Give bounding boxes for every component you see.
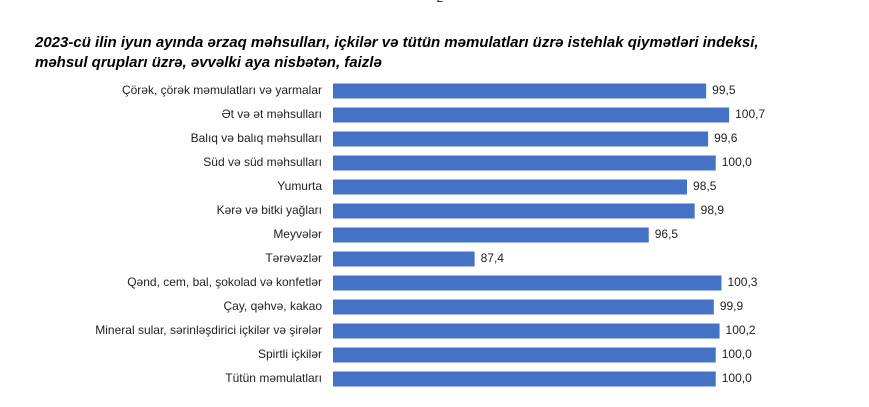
value-label: 96,5 — [655, 227, 679, 241]
value-label: 100,0 — [722, 155, 752, 169]
page-number: 2 — [437, 0, 444, 5]
category-label: Ət və ət məhsulları — [222, 107, 322, 121]
value-label: 99,9 — [720, 299, 744, 313]
bar — [333, 203, 695, 219]
category-label: Çay, qəhvə, kakao — [223, 299, 322, 313]
bar — [333, 347, 716, 363]
value-label: 98,9 — [701, 203, 725, 217]
bar — [333, 275, 722, 291]
chart-title: 2023-cü ilin iyun ayında ərzaq məhsullar… — [34, 34, 759, 51]
category-label: Meyvələr — [273, 227, 322, 241]
bar — [333, 179, 688, 195]
value-label: 87,4 — [481, 251, 505, 265]
category-label: Çörək, çörək məmulatları və yarmalar — [122, 83, 322, 97]
category-label: Qənd, cem, bal, şokolad və konfetlər — [127, 275, 322, 289]
value-label: 98,5 — [693, 179, 717, 193]
value-label: 99,6 — [714, 131, 738, 145]
category-label: Süd və süd məhsulları — [203, 155, 322, 169]
category-label: Balıq və balıq məhsulları — [191, 131, 322, 145]
category-label: Tütün məmulatları — [225, 371, 322, 385]
bar — [333, 155, 716, 171]
value-label: 100,0 — [722, 371, 752, 385]
category-label: Mineral sular, sərinləşdirici içkilər və… — [95, 323, 322, 337]
category-label: Kərə və bitki yağları — [217, 203, 322, 217]
bar — [333, 83, 707, 99]
category-label: Tərəvəzlər — [265, 251, 322, 265]
bar — [333, 251, 475, 267]
value-label: 100,3 — [727, 275, 757, 289]
bar — [333, 371, 716, 387]
value-label: 99,5 — [712, 83, 736, 97]
bar — [333, 299, 714, 315]
value-label: 100,0 — [722, 347, 752, 361]
category-label: Spirtli içkilər — [258, 347, 322, 361]
bar — [333, 131, 709, 147]
chart-title: məhsul qrupları üzrə, əvvəlki aya nisbət… — [35, 54, 382, 71]
category-label: Yumurta — [277, 179, 322, 193]
value-label: 100,2 — [726, 323, 756, 337]
bar — [333, 323, 720, 339]
value-label: 100,7 — [735, 107, 765, 121]
bar — [333, 107, 730, 123]
bar — [333, 227, 649, 243]
